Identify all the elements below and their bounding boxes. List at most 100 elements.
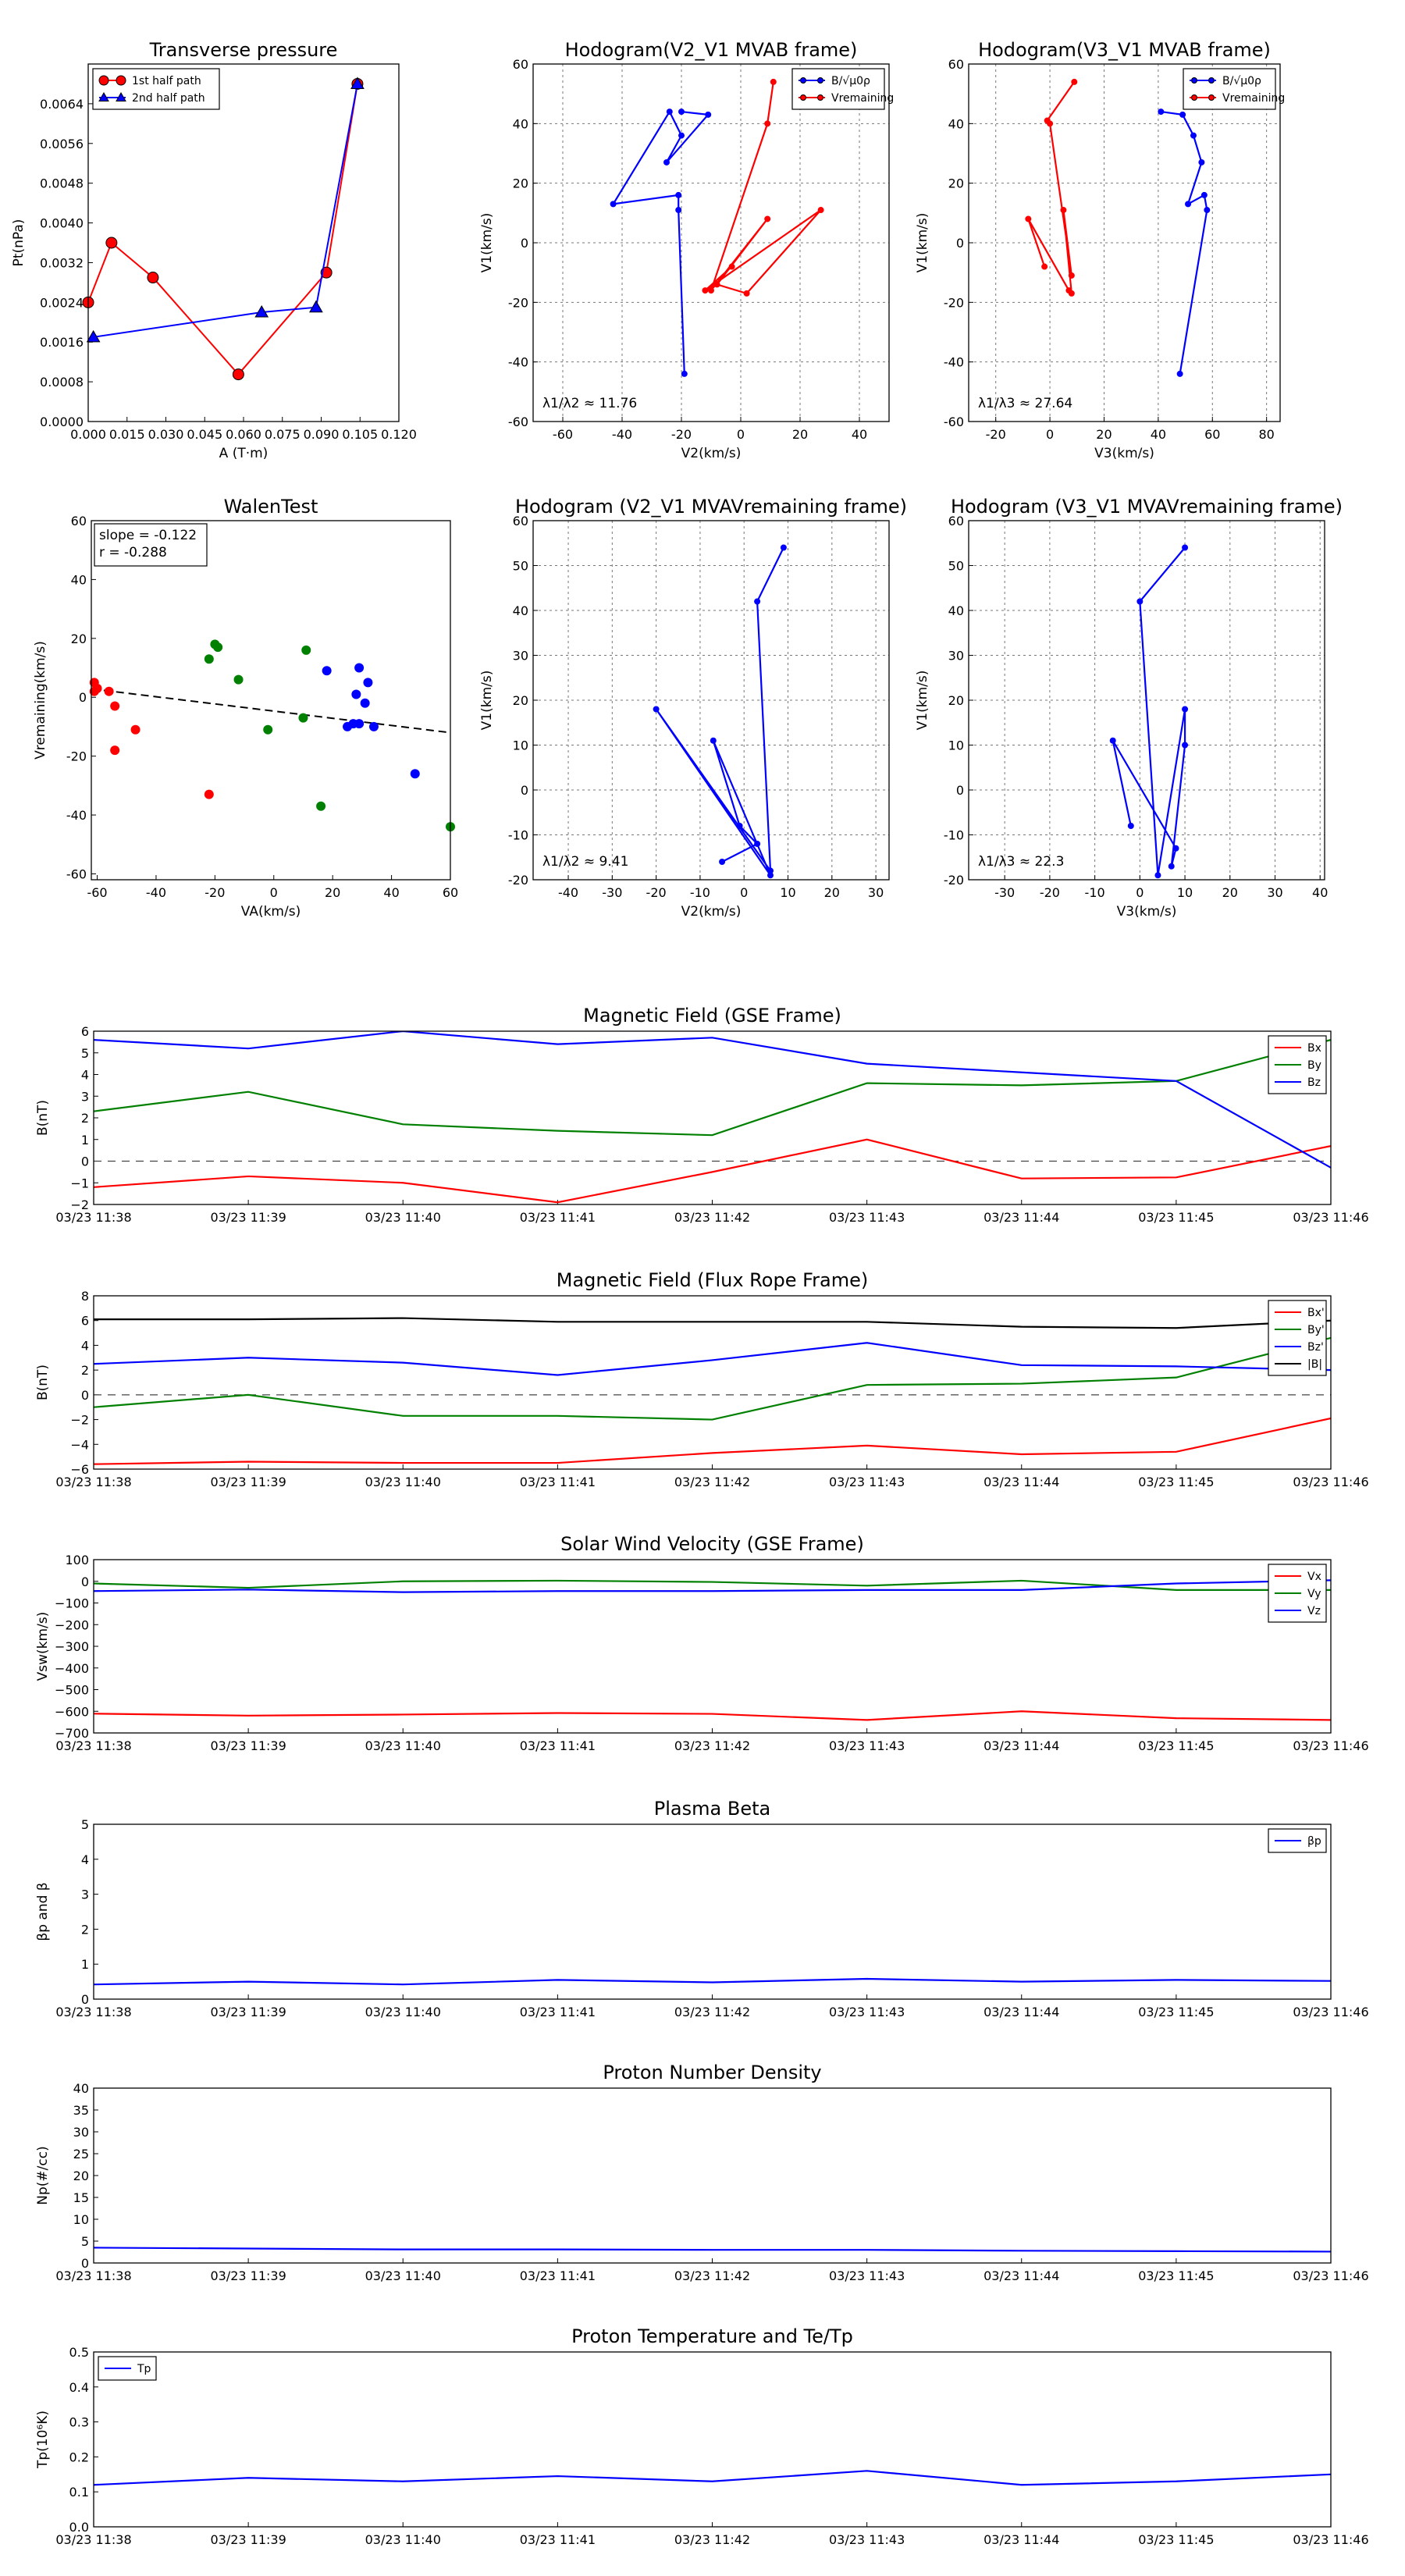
- x-tick-label: 0.060: [226, 427, 261, 442]
- data-point: [1185, 201, 1192, 208]
- y-tick-label: 50: [513, 559, 528, 574]
- x-tick-label: 0.045: [187, 427, 222, 442]
- data-point: [92, 683, 102, 693]
- fit-stats-box: [94, 523, 208, 567]
- data-point: [800, 94, 806, 101]
- y-tick-label: −2: [70, 1197, 89, 1212]
- y-tick-label: 0: [81, 1155, 89, 1169]
- y-tick-label: 15: [73, 2190, 89, 2205]
- data-point: [254, 305, 269, 318]
- time-tick-label: 03/23 11:43: [829, 2005, 905, 2019]
- series-line-tp: [94, 2470, 1331, 2486]
- axes-frame: [93, 1030, 1332, 1205]
- data-point: [610, 201, 617, 208]
- data-point: [780, 544, 787, 551]
- time-tick-label: 03/23 11:38: [55, 1738, 131, 1753]
- x-tick-label: -30: [994, 885, 1015, 900]
- series-line: [655, 547, 784, 876]
- data-point: [104, 686, 114, 696]
- data-point: [316, 801, 326, 811]
- data-point: [1154, 872, 1161, 879]
- eigenvalue-ratio: λ1/λ3 ≈ 22.3: [978, 854, 1064, 870]
- y-axis-label: Tp(10⁶K): [35, 2411, 51, 2469]
- chart-tp: Transverse pressure 0.000 0.015 0.030 0.045 0…: [11, 39, 417, 461]
- y-tick-label: 6: [81, 1314, 89, 1329]
- time-tick-label: 03/23 11:41: [520, 1475, 596, 1489]
- data-point: [98, 75, 109, 86]
- time-tick-label: 03/23 11:39: [210, 2005, 286, 2019]
- chart-h3: Hodogram (V2_V1 MVAVremaining frame) -40 -…: [479, 496, 907, 920]
- data-point: [767, 872, 774, 879]
- y-tick-label: −200: [55, 1617, 89, 1632]
- y-tick-label: 0: [521, 783, 528, 798]
- y-tick-label: 5: [81, 1046, 89, 1061]
- x-axis-label: A (T·m): [219, 446, 269, 461]
- data-point: [705, 111, 712, 118]
- chart-title: Proton Temperature and Te/Tp: [571, 2325, 853, 2347]
- y-tick-label: 30: [73, 2125, 89, 2140]
- axes-frame: [968, 63, 1281, 422]
- y-tick-label: 3: [81, 1089, 89, 1104]
- y-tick-label: 0: [81, 2256, 89, 2271]
- x-axis-label: V3(km/s): [1117, 904, 1177, 920]
- data-point: [98, 91, 109, 101]
- y-tick-label: −4: [70, 1437, 89, 1452]
- data-point: [1204, 207, 1211, 214]
- data-point: [298, 713, 308, 723]
- legend-label: Vy: [1307, 1588, 1321, 1600]
- time-tick-label: 03/23 11:40: [365, 2268, 441, 2283]
- data-point: [1191, 94, 1197, 101]
- y-axis-label: B(nT): [35, 1364, 51, 1400]
- time-tick-label: 03/23 11:39: [210, 1738, 286, 1753]
- time-tick-label: 03/23 11:38: [55, 1475, 131, 1489]
- chart-bgse: Magnetic Field (GSE Frame) 03/23 11:38 03/…: [35, 1005, 1369, 1225]
- data-point: [710, 737, 717, 744]
- axes-frame: [532, 520, 890, 881]
- x-tick-label: 0.015: [109, 427, 145, 442]
- chart-title: Hodogram (V2_V1 MVAVremaining frame): [515, 496, 907, 518]
- y-tick-label: 4: [81, 1852, 89, 1867]
- x-tick-label: -20: [646, 885, 667, 900]
- time-tick-label: 03/23 11:42: [674, 2532, 750, 2547]
- y-tick-label: 60: [948, 514, 964, 528]
- chart-h4: Hodogram (V3_V1 MVAVremaining frame) -30 -…: [915, 496, 1343, 920]
- time-tick-label: 03/23 11:44: [984, 2005, 1059, 2019]
- y-axis-label: V1(km/s): [915, 213, 930, 273]
- time-tick-label: 03/23 11:38: [55, 2532, 131, 2547]
- data-point: [764, 120, 771, 127]
- x-axis-label: VA(km/s): [241, 904, 301, 920]
- y-tick-label: −6: [70, 1462, 89, 1477]
- y-tick-label: 0: [521, 236, 528, 251]
- data-point: [116, 75, 126, 86]
- series-line-bx: [94, 1138, 1331, 1204]
- y-tick-label: -20: [944, 873, 964, 888]
- legend-label: 2nd half path: [132, 92, 205, 105]
- series-line-bz: [94, 1031, 1331, 1169]
- y-tick-label: 0.0048: [40, 176, 84, 191]
- data-point: [681, 370, 688, 377]
- data-point: [1025, 215, 1032, 222]
- y-axis-label: B(nT): [35, 1100, 51, 1136]
- time-tick-label: 03/23 11:46: [1293, 1210, 1368, 1225]
- y-tick-label: -40: [66, 808, 87, 823]
- time-tick-label: 03/23 11:43: [829, 1210, 905, 1225]
- data-point: [728, 263, 735, 270]
- time-tick-label: 03/23 11:44: [984, 1210, 1059, 1225]
- time-tick-label: 03/23 11:43: [829, 2268, 905, 2283]
- chart-title: Proton Number Density: [603, 2062, 821, 2083]
- y-tick-label: −600: [55, 1704, 89, 1719]
- x-tick-label: -10: [690, 885, 710, 900]
- axes-frame: [532, 63, 890, 422]
- time-tick-label: 03/23 11:40: [365, 1210, 441, 1225]
- legend-label: 1st half path: [132, 75, 201, 87]
- x-tick-label: 0: [737, 427, 745, 442]
- legend-label: Bx': [1307, 1307, 1325, 1319]
- series-line: [704, 81, 822, 295]
- data-point: [675, 191, 682, 198]
- y-tick-label: 20: [73, 2169, 89, 2183]
- x-tick-label: 0: [1046, 427, 1054, 442]
- axes-frame: [93, 1823, 1332, 2000]
- y-tick-label: 2: [81, 1363, 89, 1378]
- y-tick-label: 0.0000: [40, 415, 84, 429]
- data-point: [1127, 823, 1134, 829]
